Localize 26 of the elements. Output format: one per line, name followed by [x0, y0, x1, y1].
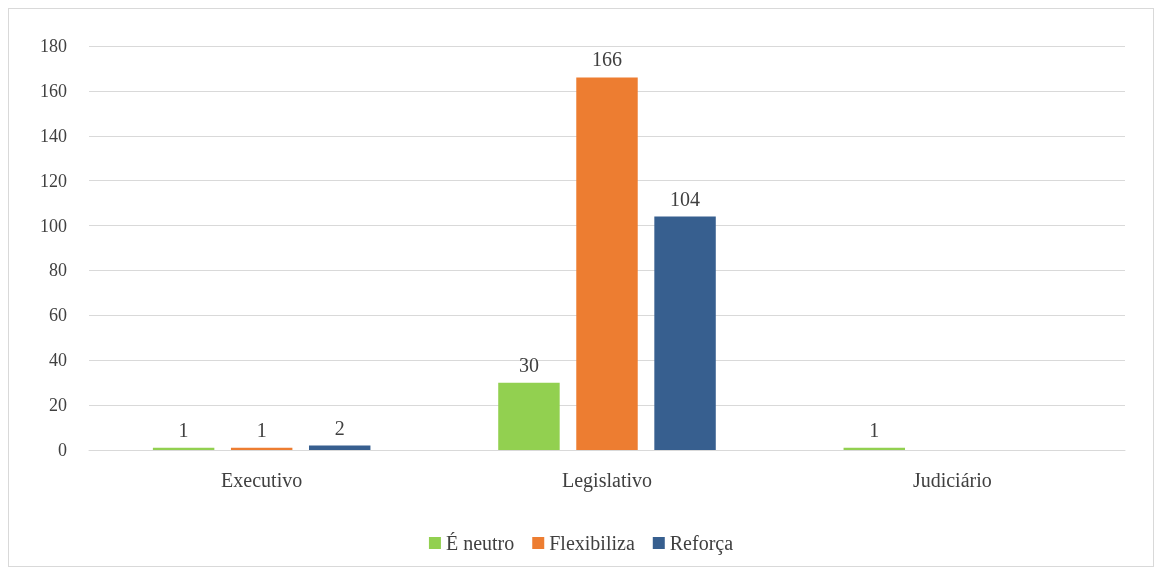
y-tick-label: 60 [49, 305, 67, 326]
y-tick-label: 100 [40, 215, 67, 236]
data-label: 1 [869, 418, 880, 441]
x-tick-label: Executivo [221, 469, 303, 491]
data-label: 2 [334, 416, 345, 439]
bar [498, 382, 560, 450]
legend-label: Flexibiliza [549, 532, 635, 554]
y-tick-label: 0 [58, 440, 67, 460]
data-label: 166 [592, 48, 622, 71]
x-tick-label: Legislativo [562, 469, 652, 492]
data-label: 30 [518, 353, 539, 376]
y-tick-label: 120 [40, 170, 67, 191]
y-tick-label: 20 [49, 395, 67, 416]
y-tick-label: 80 [49, 260, 67, 281]
data-label: 104 [670, 187, 701, 210]
y-tick-label: 40 [49, 350, 67, 371]
legend-label: Reforça [669, 532, 734, 555]
data-label: 1 [178, 418, 189, 441]
y-tick-label: 160 [40, 80, 67, 101]
bar [654, 216, 716, 450]
data-label: 1 [256, 418, 267, 441]
y-tick-label: 140 [40, 125, 67, 146]
y-tick-label: 180 [40, 36, 67, 56]
x-tick-label: Judiciário [912, 469, 992, 491]
bar [576, 77, 638, 450]
legend-label: É neutro [445, 532, 515, 554]
